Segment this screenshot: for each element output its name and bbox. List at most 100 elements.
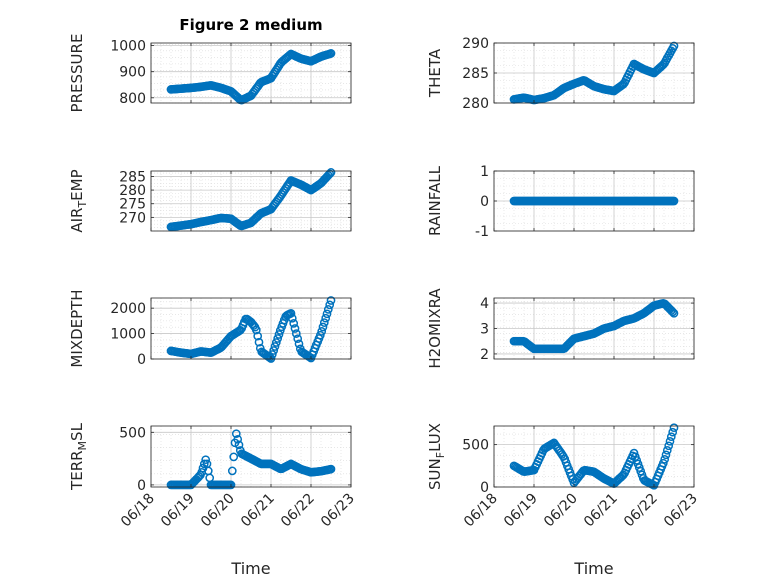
y-tick-label: 0 (137, 352, 146, 368)
y-tick-label: 500 (119, 425, 146, 441)
data-point (274, 330, 284, 339)
data-point (666, 432, 676, 442)
y-tick-label: 0 (137, 478, 146, 494)
data-point (293, 334, 303, 344)
data-point (229, 452, 239, 462)
y-axis-label: H2OMIXRA (426, 288, 444, 369)
data-point (658, 458, 668, 468)
y-tick-label: 3 (480, 322, 489, 338)
x-tick-label: 06/18 (461, 491, 501, 531)
subplot-h2omixra: 2 3 4 (480, 296, 695, 363)
data-point (287, 313, 297, 323)
x-tick-label: 06/18 (118, 491, 158, 531)
data-point (618, 79, 628, 89)
y-tick-label: 280 (119, 183, 146, 199)
data-point (662, 445, 672, 455)
y-tick-label: 290 (462, 36, 489, 52)
y-tick-label: -1 (475, 224, 489, 240)
data-point (632, 455, 642, 465)
x-tick-label: 06/20 (198, 491, 238, 531)
y-tick-label: 285 (462, 66, 489, 82)
data-point (323, 305, 333, 314)
data-point (267, 350, 277, 359)
data-point (253, 331, 263, 341)
subplot-rainfall: -1 0 1 (475, 164, 695, 240)
data-point (669, 41, 679, 51)
y-tick-label: 800 (119, 91, 146, 107)
data-point (325, 169, 335, 179)
y-axis-label: AIRTEMP (68, 169, 89, 232)
y-tick-label: 4 (480, 296, 489, 312)
data-point (326, 168, 336, 177)
subplot-terr-msl: 0 500 06/18 06/19 06/20 06/21 06/22 06/23 (118, 425, 358, 530)
data-point (273, 334, 283, 343)
x-tick-label: 06/22 (621, 491, 661, 531)
y-tick-label: 900 (119, 65, 146, 81)
data-point (269, 346, 279, 355)
data-point (325, 300, 335, 310)
data-point (205, 473, 215, 483)
subplot-pressure: 800 900 1000 (110, 39, 352, 107)
y-axis-label: TERRMSL (68, 422, 89, 491)
data-point (661, 450, 671, 460)
x-tick-label: 06/21 (581, 491, 621, 531)
data-point (266, 354, 276, 363)
subplot-mixdepth: 0 1000 2000 (110, 296, 352, 368)
y-tick-label: 2000 (110, 301, 146, 317)
y-tick-label: 285 (119, 169, 146, 185)
data-point (669, 196, 679, 206)
y-axis-label: MIXDEPTH (68, 289, 86, 367)
data-point (249, 321, 259, 330)
axes-box (150, 297, 352, 360)
y-tick-label: 0 (480, 480, 489, 496)
data-point (321, 313, 331, 323)
data-point (289, 319, 299, 328)
subplot-sun-flux: 0 500 06/18 06/19 06/20 06/21 06/22 06/23 (461, 423, 701, 531)
data-point (318, 322, 328, 332)
x-axis-label-left: Time (230, 559, 270, 578)
data-point (291, 329, 301, 338)
data-point (669, 308, 679, 318)
y-tick-label: 1000 (110, 39, 146, 55)
data-point (233, 434, 243, 444)
y-tick-label: 275 (119, 197, 146, 213)
data-point (660, 454, 670, 464)
x-tick-label: 06/19 (158, 491, 198, 531)
x-tick-label: 06/22 (278, 491, 318, 531)
y-axis-label: RAINFALL (426, 165, 444, 236)
data-point (315, 330, 325, 340)
subplot-theta: 280 285 290 (462, 36, 695, 112)
data-point (251, 325, 261, 335)
axes-box (150, 170, 352, 232)
data-point (199, 459, 209, 469)
y-axis-label: PRESSURE (68, 34, 86, 113)
data-point (270, 342, 280, 351)
axes-box (150, 42, 352, 104)
data-point (254, 337, 264, 347)
data-point (234, 440, 244, 450)
data-point (227, 466, 237, 476)
data-point (294, 339, 304, 349)
y-tick-label: 2 (480, 347, 489, 363)
data-point (664, 441, 674, 451)
axes-box (150, 425, 352, 488)
data-point (286, 308, 296, 318)
y-tick-label: 1000 (110, 327, 146, 343)
data-point (226, 480, 236, 490)
data-point (317, 327, 327, 336)
x-tick-label: 06/23 (318, 491, 358, 531)
data-point (665, 436, 675, 446)
data-point (326, 49, 336, 58)
x-tick-label: 06/20 (541, 491, 581, 531)
y-tick-label: 0 (480, 194, 489, 210)
y-tick-label: 500 (462, 438, 489, 454)
data-point (557, 450, 567, 459)
data-point (322, 309, 332, 319)
y-axis-label: SUNFLUX (426, 423, 447, 490)
x-axis-label-right: Time (573, 559, 613, 578)
y-tick-label: 280 (462, 96, 489, 112)
y-tick-label: 1 (480, 164, 489, 180)
axes-box (493, 425, 695, 488)
